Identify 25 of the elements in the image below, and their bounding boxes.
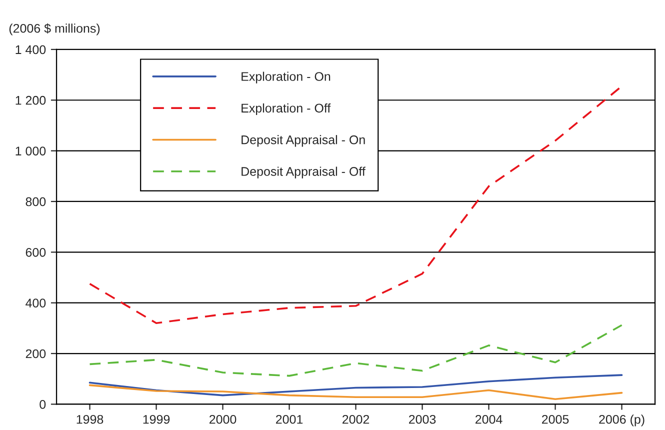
y-tick-label: 1 000 <box>16 146 46 156</box>
legend-label: Exploration - On <box>242 72 330 84</box>
x-tick-label: 2006 (p) <box>599 414 644 426</box>
x-tick-label: 2001 <box>276 414 303 424</box>
line-series <box>88 384 623 400</box>
y-tick-label: 600 <box>26 248 46 257</box>
y-axis-title: (2006 $ millions) <box>9 23 100 36</box>
y-tick-label: 1 200 <box>16 96 46 105</box>
x-tick-label: 2003 <box>409 414 436 424</box>
legend-label: Deposit Appraisal - On <box>242 135 365 147</box>
legend-label: Deposit Appraisal - Off <box>242 166 366 178</box>
y-tick-label: 200 <box>26 349 46 358</box>
y-tick-label: 800 <box>26 197 46 206</box>
y-tick-label: 0 <box>40 400 46 409</box>
line-series <box>88 374 623 396</box>
x-tick-label: 2005 <box>542 414 569 424</box>
x-tick-label: 1998 <box>76 414 104 424</box>
y-tick-label: 1 400 <box>16 45 46 54</box>
line-series <box>88 324 623 377</box>
y-tick-label: 400 <box>26 298 46 308</box>
x-tick-label: 2004 <box>476 414 502 424</box>
x-tick-label: 2002 <box>342 414 370 424</box>
legend-label: Exploration - Off <box>242 103 331 116</box>
x-tick-label: 2000 <box>210 414 236 424</box>
x-tick-label: 1999 <box>143 414 170 424</box>
